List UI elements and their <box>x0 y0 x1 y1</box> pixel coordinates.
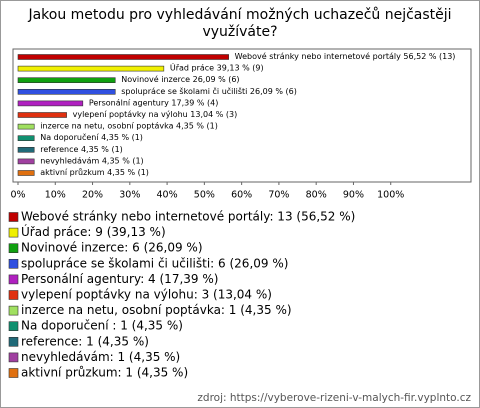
legend-swatch <box>8 290 19 300</box>
bar <box>17 158 35 165</box>
bar <box>17 147 35 153</box>
bar <box>17 135 35 141</box>
x-tick-label: 50% <box>194 190 215 201</box>
bar-label: Novinové inzerce 26,09 % (6) <box>121 74 239 84</box>
bar <box>17 65 165 72</box>
legend-label: Personální agentury: 4 (17,39 %) <box>21 272 218 286</box>
chart-title: Jakou metodu pro vyhledávání možných uch… <box>28 7 452 40</box>
x-tick-label: 70% <box>268 190 289 201</box>
legend-label: aktivní průzkum: 1 (4,35 %) <box>21 366 188 380</box>
x-tick-label: 10% <box>45 190 66 201</box>
bar <box>17 170 35 176</box>
x-tick-label: 90% <box>343 190 364 201</box>
legend-label: vylepení poptávky na výlohu: 3 (13,04 %) <box>21 288 272 302</box>
legend-swatch <box>8 352 19 363</box>
bar-label: Na doporučení 4,35 % (1) <box>40 132 143 142</box>
bar-label: Úřad práce 39,13 % (9) <box>170 62 264 73</box>
bar <box>17 112 67 118</box>
bar <box>17 123 35 130</box>
bar <box>17 100 84 107</box>
x-tick-label: 0% <box>10 190 25 201</box>
legend-label: Úřad práce: 9 (39,13 %) <box>21 224 166 239</box>
legend-swatch <box>8 321 19 332</box>
source: zdroj: https://vyberove-rizeni-v-malych-… <box>197 392 471 404</box>
bar-label: Personální agentury 17,39 % (4) <box>89 98 219 107</box>
legend-label: inzerce na netu, osobní poptávka: 1 (4,3… <box>21 303 292 317</box>
x-tick-label: 100% <box>377 190 404 201</box>
bar <box>17 77 116 83</box>
legend-label: Novinové inzerce: 6 (26,09 %) <box>21 241 203 255</box>
legend-label: nevyhledávám: 1 (4,35 %) <box>21 350 180 364</box>
legend-swatch <box>8 368 19 378</box>
bar-label: Webové stránky nebo internetové portály … <box>235 51 456 61</box>
legend-swatch <box>8 212 19 222</box>
bar <box>17 89 116 95</box>
bar-label: aktivní průzkum 4,35 % (1) <box>40 167 149 177</box>
legend-swatch <box>8 243 19 253</box>
legend-label: reference: 1 (4,35 %) <box>21 334 149 348</box>
legend-swatch <box>8 258 19 269</box>
x-tick-label: 20% <box>82 190 103 201</box>
x-tick-label: 30% <box>119 190 140 201</box>
bar <box>17 54 229 60</box>
legend-label: Webové stránky nebo internetové portály:… <box>21 210 355 224</box>
x-tick-label: 80% <box>306 190 327 201</box>
legend-swatch <box>8 274 19 285</box>
legend-swatch <box>8 227 19 238</box>
bar-label: nevyhledávám 4,35 % (1) <box>40 156 143 165</box>
legend-swatch <box>8 305 19 316</box>
legend-label: spolupráce se školami či učilišti: 6 (26… <box>21 256 288 270</box>
bar-label: inzerce na netu, osobní poptávka 4,35 % … <box>40 122 218 131</box>
legend-swatch <box>8 336 19 347</box>
bar-label: vylepení poptávky na výlohu 13,04 % (3) <box>73 110 238 119</box>
legend-label: Na doporučení : 1 (4,35 %) <box>21 319 183 333</box>
bar-label: reference 4,35 % (1) <box>40 145 123 154</box>
bar-label: spolupráce se školami či učilišti 26,09 … <box>121 86 297 96</box>
x-tick-label: 60% <box>231 190 252 201</box>
x-tick-label: 40% <box>157 190 178 201</box>
